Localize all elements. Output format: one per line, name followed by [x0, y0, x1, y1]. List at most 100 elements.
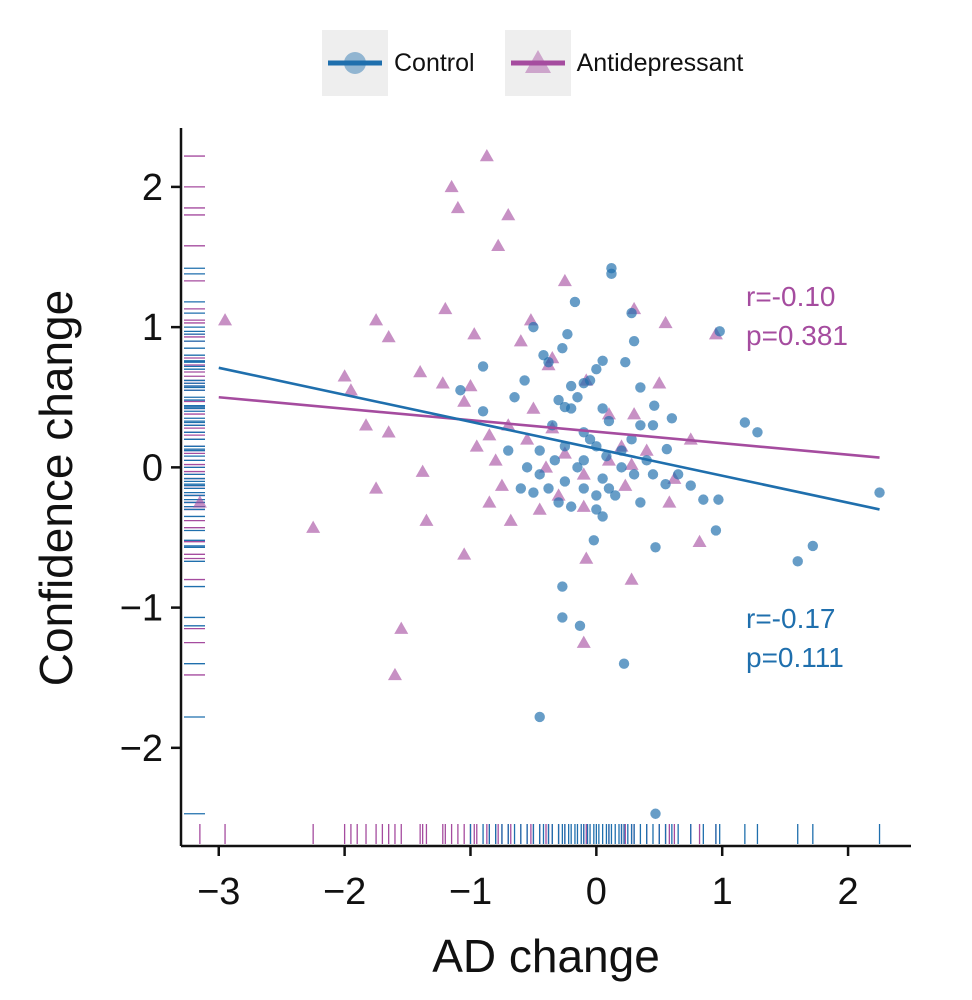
control-point [528, 321, 539, 333]
control-point [635, 420, 646, 431]
antidepressant-point [639, 443, 654, 456]
antidepressant-point [415, 464, 430, 477]
control-p-stat: p=0.111 [746, 642, 844, 673]
control-point [562, 328, 573, 340]
control-legend-swatch-icon [322, 30, 388, 96]
antidepressant-point [438, 301, 453, 315]
control-fit-line [218, 366, 880, 511]
antidepressant-point [557, 273, 572, 287]
antidepressant-point [501, 207, 516, 221]
control-point [635, 497, 646, 508]
control-point [549, 455, 561, 466]
legend: Control Antidepressant [322, 30, 743, 96]
antidepressant-legend-swatch-icon [504, 30, 571, 96]
antidepressant-point [369, 313, 384, 326]
antidepressant-point [381, 425, 396, 438]
antidepressant-point [624, 572, 639, 585]
control-point [591, 504, 602, 515]
control-point [603, 415, 615, 427]
antidepressant-point [419, 513, 434, 526]
legend-item-antidepressant[interactable]: Antidepressant [504, 30, 744, 96]
control-point [534, 445, 545, 456]
control-point [628, 469, 640, 480]
control-point [515, 483, 527, 494]
control-point [616, 462, 627, 473]
antidepressant-point [494, 478, 509, 491]
control-point [553, 394, 564, 406]
control-point [626, 307, 637, 319]
control-point [597, 473, 608, 484]
control-point [572, 462, 583, 473]
control-point [792, 556, 803, 567]
x-axis-title: AD change [432, 930, 660, 982]
antidepressant-point [520, 432, 535, 445]
antidepressant-point [369, 481, 384, 494]
control-point [601, 450, 612, 462]
y-tick-label: −2 [120, 728, 163, 770]
control-r-stat: r=-0.17 [746, 603, 836, 634]
antidepressant-point [513, 334, 528, 347]
control-point [565, 403, 577, 414]
control-point [597, 511, 608, 522]
antidepressant-point [576, 499, 591, 512]
axis-ticks: −3 −2 −1 0 1 2 −2 −1 0 1 2 [120, 167, 859, 913]
antidepressant-fit-line [218, 395, 880, 459]
control-point [584, 434, 596, 445]
control-point [534, 711, 545, 723]
x-tick-label: 0 [586, 871, 607, 913]
antidepressant-point [532, 502, 547, 515]
control-point [572, 392, 583, 403]
antidepressant-point [658, 315, 673, 329]
control-point [503, 445, 514, 456]
legend-item-control[interactable]: Control [322, 30, 475, 96]
control-point [528, 487, 539, 498]
control-point [647, 469, 659, 480]
antidepressant-p-stat: p=0.381 [746, 320, 848, 351]
antidepressant-point [435, 376, 450, 389]
control-point [578, 455, 589, 466]
control-point [477, 361, 489, 372]
antidepressant-point [457, 547, 472, 560]
control-point [739, 417, 751, 428]
control-point [874, 487, 885, 498]
antidepressant-point [192, 495, 207, 508]
control-point [647, 420, 659, 431]
control-point [543, 483, 554, 494]
control-point [685, 480, 696, 491]
control-point [618, 658, 630, 669]
control-point [565, 501, 577, 512]
control-point [661, 443, 673, 455]
control-point [660, 478, 671, 490]
antidepressant-point [624, 457, 639, 470]
y-tick-label: 0 [142, 447, 163, 489]
antidepressant-point [306, 520, 321, 533]
antidepressant-point [692, 534, 707, 547]
y-rug [184, 155, 205, 815]
control-point [477, 406, 489, 417]
antidepressant-point [491, 238, 506, 252]
antidepressant-point [579, 551, 594, 564]
antidepressant-point [394, 621, 409, 634]
x-rug [199, 824, 881, 844]
control-point [626, 434, 637, 445]
x-tick-label: −2 [323, 871, 366, 913]
legend-label-control: Control [394, 48, 475, 77]
antidepressant-point [457, 394, 472, 407]
y-tick-label: −1 [120, 588, 163, 630]
antidepressant-point [463, 379, 478, 392]
y-tick-label: 1 [142, 307, 163, 349]
control-point [519, 375, 530, 386]
y-axis-title: Confidence change [30, 290, 82, 686]
antidepressant-point [381, 329, 396, 343]
legend-label-antidepressant: Antidepressant [576, 48, 744, 77]
control-point [591, 364, 602, 375]
control-point [666, 413, 678, 424]
x-tick-label: −3 [197, 871, 240, 913]
antidepressant-point [359, 418, 374, 431]
control-point [610, 490, 621, 501]
antidepressant-point [557, 446, 572, 459]
control-point [597, 355, 608, 366]
control-point [649, 400, 660, 411]
control-point [455, 385, 466, 396]
